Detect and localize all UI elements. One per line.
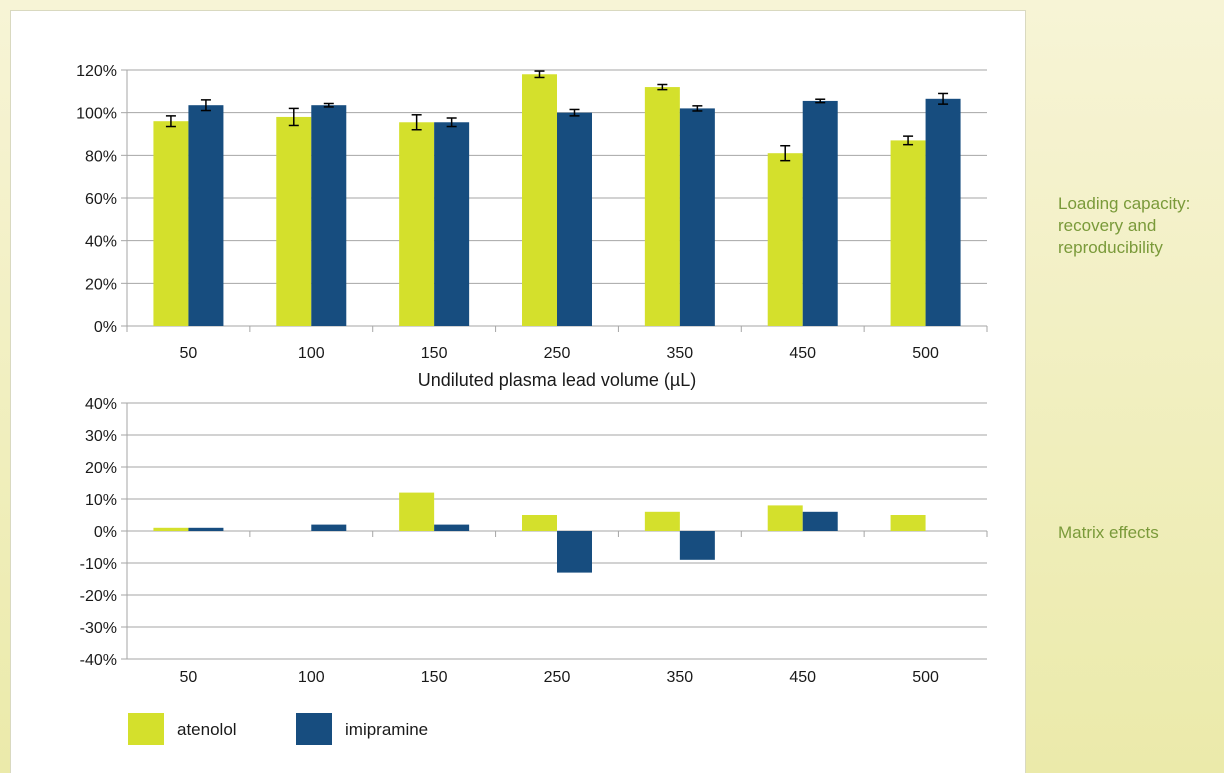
recovery-bar-atenolol-100 (276, 116, 312, 326)
matrix-bar-atenolol-350 (644, 511, 680, 531)
matrix-ytick-label: 20% (85, 460, 117, 477)
recovery-bar-atenolol-250 (522, 74, 557, 327)
recovery-xtick-label: 150 (421, 345, 448, 362)
recovery-x-axis-title: Undiluted plasma lead volume (µL) (418, 370, 697, 390)
recovery-xtick-label: 350 (667, 345, 694, 362)
recovery-ytick-label: 20% (85, 276, 117, 293)
matrix-ytick-label: 30% (85, 428, 117, 445)
matrix-xtick-label: 350 (667, 669, 694, 686)
matrix-xtick-label: 500 (912, 669, 939, 686)
matrix-xtick-label: 50 (180, 669, 198, 686)
recovery-ytick-label: 80% (85, 148, 117, 165)
recovery-bar-imipramine-50 (188, 105, 224, 326)
matrix-ytick-label: 40% (85, 396, 117, 413)
side-label-recovery: Loading capacity: recovery and reproduci… (1058, 194, 1191, 257)
recovery-bar-imipramine-350 (679, 108, 715, 327)
recovery-bar-atenolol-450 (767, 153, 803, 326)
recovery-bar-atenolol-500 (890, 140, 926, 326)
matrix-bar-imipramine-250 (557, 531, 592, 573)
recovery-bar-atenolol-150 (399, 122, 435, 327)
recovery-bar-imipramine-150 (434, 122, 470, 327)
matrix-bar-atenolol-450 (767, 505, 803, 531)
matrix-ytick-label: -40% (80, 652, 117, 669)
recovery-ytick-label: 0% (94, 319, 117, 336)
matrix-xtick-label: 150 (421, 669, 448, 686)
matrix-bar-atenolol-50 (153, 527, 189, 531)
side-label-matrix: Matrix effects (1058, 523, 1159, 542)
recovery-ytick-label: 120% (76, 63, 117, 80)
matrix-ytick-label: 10% (85, 492, 117, 509)
recovery-bar-imipramine-500 (925, 98, 961, 326)
legend-label-imipramine: imipramine (345, 720, 428, 739)
recovery-xtick-label: 500 (912, 345, 939, 362)
recovery-xtick-label: 450 (789, 345, 816, 362)
matrix-bar-atenolol-150 (399, 492, 435, 531)
legend-label-atenolol: atenolol (177, 720, 237, 739)
matrix-bar-atenolol-500 (890, 515, 926, 531)
recovery-xtick-label: 250 (544, 345, 571, 362)
matrix-ytick-label: -30% (80, 620, 117, 637)
recovery-xtick-label: 100 (298, 345, 325, 362)
recovery-ytick-label: 60% (85, 191, 117, 208)
matrix-ytick-label: -10% (80, 556, 117, 573)
recovery-bar-atenolol-50 (153, 121, 189, 326)
matrix-xtick-label: 450 (789, 669, 816, 686)
matrix-xtick-label: 100 (298, 669, 325, 686)
matrix-ytick-label: -20% (80, 588, 117, 605)
recovery-ytick-label: 100% (76, 106, 117, 123)
matrix-bar-imipramine-450 (802, 511, 838, 531)
matrix-ytick-label: 0% (94, 524, 117, 541)
matrix-bar-atenolol-250 (522, 515, 557, 531)
matrix-xtick-label: 250 (544, 669, 571, 686)
legend-swatch-imipramine (296, 713, 332, 745)
matrix-bar-imipramine-350 (679, 531, 715, 560)
matrix-bar-imipramine-150 (434, 524, 470, 531)
recovery-ytick-label: 40% (85, 234, 117, 251)
legend-swatch-atenolol (128, 713, 164, 745)
recovery-bar-imipramine-250 (557, 112, 592, 327)
recovery-bar-atenolol-350 (644, 87, 680, 326)
matrix-bar-imipramine-50 (188, 527, 224, 531)
recovery-xtick-label: 50 (180, 345, 198, 362)
matrix-bar-imipramine-100 (311, 524, 347, 531)
recovery-bar-imipramine-450 (802, 100, 838, 326)
recovery-bar-imipramine-100 (311, 105, 347, 326)
